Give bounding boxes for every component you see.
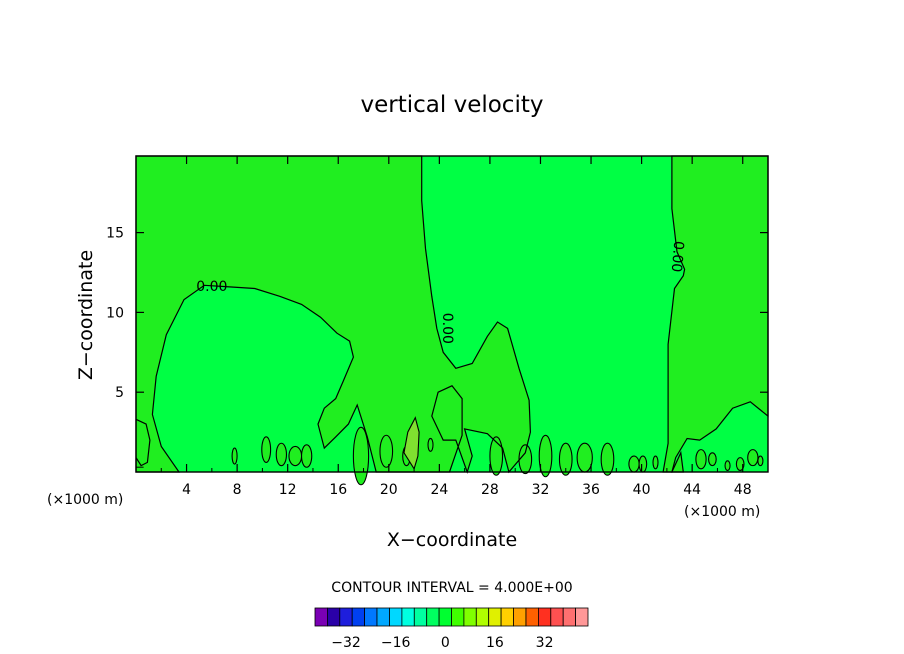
contour-regions	[136, 156, 768, 486]
contour-blob-0	[261, 436, 272, 464]
colorbar-swatch-8	[413, 607, 428, 627]
colorbar-tick-0: 0	[441, 635, 450, 651]
contour-blob-20	[724, 460, 731, 471]
colorbar-swatch-16	[513, 607, 527, 627]
x-tick-label-48: 48	[734, 482, 752, 498]
colorbar-swatch-2	[339, 607, 353, 627]
colorbar-swatch-11	[451, 607, 465, 627]
y-tick-label-15: 15	[106, 226, 124, 242]
contour-blob-15	[628, 455, 640, 473]
contour-region-left-fill	[136, 156, 531, 472]
contour-blob-11	[538, 434, 553, 478]
colorbar-swatch-9	[426, 607, 440, 627]
contour-blob-13	[576, 442, 593, 473]
colorbar-swatch-14	[488, 607, 502, 627]
colorbar-swatch-0	[314, 607, 328, 627]
colorbar-tick-32: 32	[536, 635, 554, 651]
colorbar-tick-−32: −32	[331, 635, 361, 651]
colorbar-swatch-12	[463, 607, 477, 627]
colorbar-swatch-4	[364, 607, 378, 627]
x-tick-label-16: 16	[329, 482, 347, 498]
x-tick-label-36: 36	[582, 482, 600, 498]
x-tick-label-40: 40	[633, 482, 651, 498]
contour-blob-8	[427, 437, 434, 452]
colorbar-swatch-15	[500, 607, 514, 627]
contour-blob-22	[747, 449, 759, 467]
colorbar-swatch-3	[351, 607, 366, 627]
colorbar-swatch-13	[475, 607, 490, 627]
contour-interval-text: CONTOUR INTERVAL = 4.000E+00	[331, 580, 572, 596]
x-unit-right: (×1000 m)	[684, 504, 760, 520]
x-unit-left: (×1000 m)	[47, 492, 123, 508]
x-tick-label-12: 12	[279, 482, 297, 498]
x-tick-label-28: 28	[481, 482, 499, 498]
colorbar-swatch-1	[326, 607, 341, 627]
colorbar-tick-−16: −16	[381, 635, 411, 651]
x-tick-label-32: 32	[532, 482, 550, 498]
contour-label-2: 0.00	[668, 240, 687, 272]
contour-blob-10	[518, 444, 533, 475]
contour-blob-5	[352, 426, 370, 486]
colorbar-swatch-7	[401, 607, 415, 627]
contour-blob-18	[695, 449, 707, 470]
y-tick-label-5: 5	[115, 385, 124, 401]
y-tick-label-10: 10	[106, 305, 124, 321]
contour-label-0: 0.00	[196, 279, 227, 295]
contour-blob-23	[757, 455, 764, 467]
colorbar-swatch-19	[550, 607, 564, 627]
x-tick-label-8: 8	[233, 482, 242, 498]
contour-label-1: 0.00	[439, 313, 455, 344]
x-tick-label-44: 44	[683, 482, 701, 498]
contour-blob-19	[708, 452, 717, 467]
x-tick-label-4: 4	[182, 482, 191, 498]
colorbar-swatch-18	[538, 607, 552, 627]
contour-blob-21	[735, 457, 745, 471]
contour-blob-12	[558, 442, 573, 476]
colorbar-swatch-17	[525, 607, 539, 627]
contour-region-right-fill	[663, 156, 768, 472]
colorbar-swatch-6	[389, 607, 403, 627]
x-tick-label-20: 20	[380, 482, 398, 498]
colorbar-swatch-10	[438, 607, 452, 627]
colorbar-swatch-20	[562, 607, 577, 627]
contour-blob-2	[288, 445, 303, 467]
contour-blob-16	[638, 455, 648, 473]
contour-blob-1	[275, 442, 288, 467]
contour-blob-6	[379, 434, 394, 468]
x-axis-ticks: 4 8 12 16 20 24 28 32 36 40 44 48	[160, 156, 752, 498]
colorbar-swatch-5	[376, 607, 390, 627]
contour-blob-4	[231, 447, 238, 465]
colorbar-tick-16: 16	[486, 635, 504, 651]
x-tick-label-24: 24	[430, 482, 448, 498]
colorbar: −32 −16 0 16 32	[314, 607, 589, 651]
colorbar-swatch-21	[575, 607, 589, 627]
contour-blob-17	[652, 455, 659, 470]
plot-frame	[135, 155, 769, 473]
chart-title: vertical velocity	[361, 92, 544, 118]
y-axis-title: Z−coordinate	[75, 250, 97, 380]
y-axis-ticks: 5 10 15	[106, 226, 768, 401]
contour-blob-14	[600, 442, 615, 476]
contour-region-left-line	[135, 155, 532, 474]
contour-labels: 0.00 0.00 0.00	[196, 240, 686, 344]
x-axis-title: X−coordinate	[387, 529, 517, 551]
plot-area: 0.000.000.00 4 8 12 16 20 24 28 32 36 40 44 48 5101…	[106, 155, 769, 498]
contour-blob-9	[489, 436, 504, 476]
contour-blob-3	[300, 444, 313, 468]
contour-positive-cell	[403, 416, 420, 471]
